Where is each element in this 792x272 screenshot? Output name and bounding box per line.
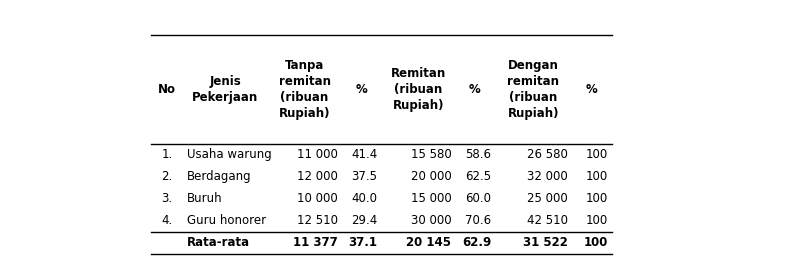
Text: 62.5: 62.5 <box>465 170 491 183</box>
Text: Usaha warung: Usaha warung <box>187 148 272 161</box>
Text: 62.9: 62.9 <box>462 236 491 249</box>
Text: 11 000: 11 000 <box>297 148 337 161</box>
Text: 100: 100 <box>585 214 607 227</box>
Text: 4.: 4. <box>162 214 173 227</box>
Text: 3.: 3. <box>162 192 173 205</box>
Text: 12 000: 12 000 <box>297 170 337 183</box>
Text: 41.4: 41.4 <box>352 148 378 161</box>
Text: 10 000: 10 000 <box>297 192 337 205</box>
Text: 31 522: 31 522 <box>523 236 568 249</box>
Text: 100: 100 <box>584 236 607 249</box>
Text: 20 145: 20 145 <box>406 236 451 249</box>
Text: 30 000: 30 000 <box>411 214 451 227</box>
Text: 26 580: 26 580 <box>527 148 568 161</box>
Text: No: No <box>158 83 176 96</box>
Text: %: % <box>586 83 597 96</box>
Text: Berdagang: Berdagang <box>187 170 251 183</box>
Text: 29.4: 29.4 <box>352 214 378 227</box>
Text: 12 510: 12 510 <box>297 214 337 227</box>
Text: Remitan
(ribuan
Rupiah): Remitan (ribuan Rupiah) <box>390 67 446 112</box>
Text: 60.0: 60.0 <box>465 192 491 205</box>
Text: 70.6: 70.6 <box>465 214 491 227</box>
Text: 2.: 2. <box>162 170 173 183</box>
Text: Rata-rata: Rata-rata <box>187 236 250 249</box>
Text: 42 510: 42 510 <box>527 214 568 227</box>
Text: 15 580: 15 580 <box>410 148 451 161</box>
Text: 58.6: 58.6 <box>465 148 491 161</box>
Text: 15 000: 15 000 <box>410 192 451 205</box>
Text: Jenis
Pekerjaan: Jenis Pekerjaan <box>192 75 258 104</box>
Text: 20 000: 20 000 <box>410 170 451 183</box>
Text: Dengan
remitan
(ribuan
Rupiah): Dengan remitan (ribuan Rupiah) <box>507 59 559 120</box>
Text: Buruh: Buruh <box>187 192 223 205</box>
Text: 25 000: 25 000 <box>527 192 568 205</box>
Text: Tanpa
remitan
(ribuan
Rupiah): Tanpa remitan (ribuan Rupiah) <box>279 59 330 120</box>
Text: %: % <box>469 83 481 96</box>
Text: 32 000: 32 000 <box>527 170 568 183</box>
Text: 40.0: 40.0 <box>352 192 378 205</box>
Text: 1.: 1. <box>162 148 173 161</box>
Text: 37.1: 37.1 <box>348 236 378 249</box>
Text: 37.5: 37.5 <box>352 170 378 183</box>
Text: Guru honorer: Guru honorer <box>187 214 266 227</box>
Text: 11 377: 11 377 <box>293 236 337 249</box>
Text: 100: 100 <box>585 170 607 183</box>
Text: 100: 100 <box>585 192 607 205</box>
Text: %: % <box>356 83 367 96</box>
Text: 100: 100 <box>585 148 607 161</box>
